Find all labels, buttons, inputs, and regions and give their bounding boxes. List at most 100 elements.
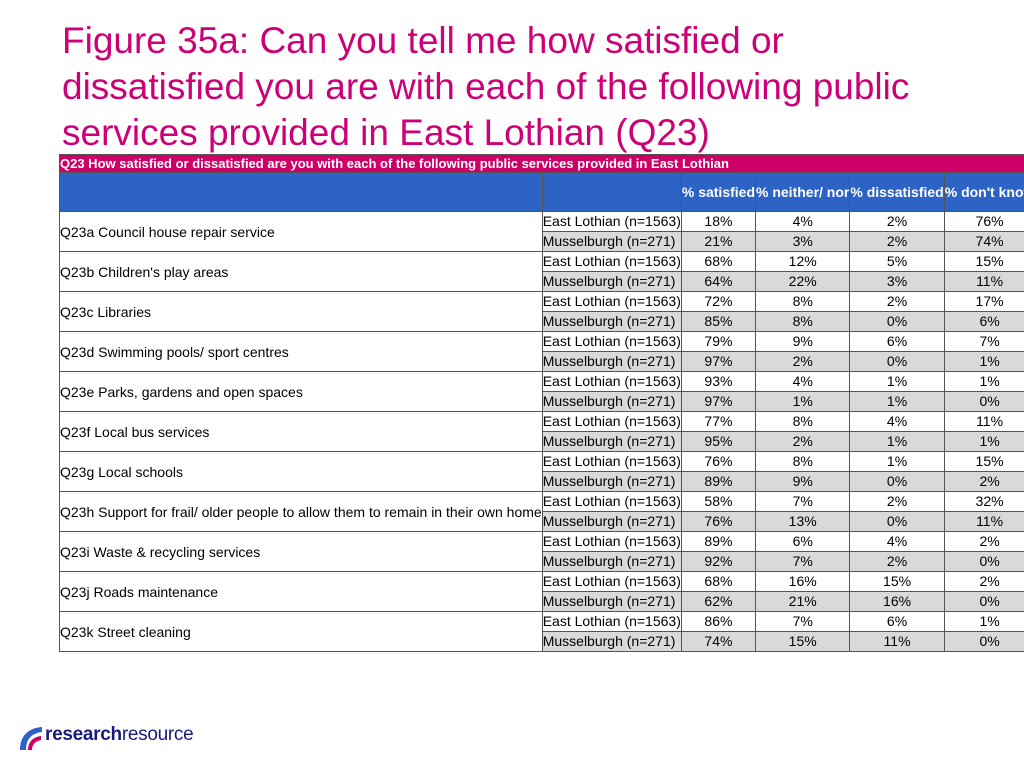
header-neither-nor: % neither/ nor — [754, 172, 851, 212]
question-label: Q23b Children's play areas — [59, 251, 543, 292]
cell-dont-know: 15% — [943, 451, 1024, 472]
cell-neither-nor: 21% — [754, 591, 851, 612]
logo-text-regular: resource — [121, 724, 194, 745]
cell-neither-nor: 8% — [754, 451, 851, 472]
cell-dissatisfied: 2% — [849, 491, 945, 512]
table-row: Musselburgh (n=271) 64% 22% 3% 11% — [60, 271, 1024, 292]
cell-satisfied: 58% — [680, 491, 757, 512]
area-label: Musselburgh (n=271) — [541, 391, 682, 412]
cell-dissatisfied: 0% — [849, 471, 945, 492]
cell-satisfied: 86% — [680, 611, 757, 632]
cell-dissatisfied: 15% — [849, 571, 945, 592]
cell-neither-nor: 12% — [754, 251, 851, 272]
cell-dissatisfied: 0% — [849, 351, 945, 372]
cell-dont-know: 11% — [943, 511, 1024, 532]
question-label: Q23d Swimming pools/ sport centres — [59, 331, 543, 372]
table-row: Musselburgh (n=271) 21% 3% 2% 74% — [60, 231, 1024, 252]
cell-satisfied: 21% — [680, 231, 757, 252]
table-row: Q23k Street cleaning East Lothian (n=1563… — [59, 611, 1024, 652]
table-row: Musselburgh (n=271) 97% 2% 0% 1% — [60, 351, 1024, 372]
area-label: Musselburgh (n=271) — [541, 591, 682, 612]
cell-neither-nor: 6% — [754, 531, 851, 552]
cell-dont-know: 1% — [943, 351, 1024, 372]
cell-dont-know: 74% — [943, 231, 1024, 252]
cell-satisfied: 68% — [680, 251, 757, 272]
header-dissatisfied: % dissatisfied — [849, 172, 945, 212]
header-satisfied: % satisfied — [680, 172, 757, 212]
cell-dont-know: 2% — [943, 571, 1024, 592]
table-row: Q23e Parks, gardens and open spaces East … — [59, 371, 1024, 412]
cell-neither-nor: 9% — [754, 331, 851, 352]
cell-dont-know: 32% — [943, 491, 1024, 512]
area-label: Musselburgh (n=271) — [541, 271, 682, 292]
table-row: Q23f Local bus services East Lothian (n=1… — [59, 411, 1024, 452]
logo-text: researchresource — [45, 724, 194, 746]
page-title: Figure 35a: Can you tell me how satisfie… — [62, 20, 910, 153]
cell-dissatisfied: 6% — [849, 331, 945, 352]
question-label: Q23j Roads maintenance — [59, 571, 543, 612]
cell-dont-know: 7% — [943, 331, 1024, 352]
cell-dissatisfied: 4% — [849, 411, 945, 432]
cell-satisfied: 89% — [680, 531, 757, 552]
cell-dissatisfied: 16% — [849, 591, 945, 612]
table-row: Musselburgh (n=271) 97% 1% 1% 0% — [60, 391, 1024, 412]
table-row: Q23d Swimming pools/ sport centres East L… — [59, 331, 1024, 372]
table-row: Musselburgh (n=271) 76% 13% 0% 11% — [60, 511, 1024, 532]
area-label: Musselburgh (n=271) — [541, 231, 682, 252]
question-label: Q23g Local schools — [59, 451, 543, 492]
cell-dont-know: 0% — [943, 591, 1024, 612]
cell-satisfied: 97% — [680, 391, 757, 412]
area-label: East Lothian (n=1563) — [541, 371, 682, 392]
header-dont-know: % don't know — [943, 172, 1024, 212]
cell-dissatisfied: 3% — [849, 271, 945, 292]
header-question — [59, 172, 543, 212]
cell-dissatisfied: 1% — [849, 371, 945, 392]
cell-dont-know: 6% — [943, 311, 1024, 332]
cell-neither-nor: 22% — [754, 271, 851, 292]
question-label: Q23e Parks, gardens and open spaces — [59, 371, 543, 412]
cell-dont-know: 17% — [943, 291, 1024, 312]
table-body: Q23a Council house repair service East Lo… — [59, 211, 1024, 652]
area-label: Musselburgh (n=271) — [541, 311, 682, 332]
cell-satisfied: 95% — [680, 431, 757, 452]
area-label: East Lothian (n=1563) — [541, 411, 682, 432]
cell-dissatisfied: 2% — [849, 211, 945, 232]
cell-satisfied: 76% — [680, 451, 757, 472]
question-label: Q23k Street cleaning — [59, 611, 543, 652]
cell-dissatisfied: 11% — [849, 631, 945, 652]
area-label: Musselburgh (n=271) — [541, 471, 682, 492]
question-label: Q23i Waste & recycling services — [59, 531, 543, 572]
logo-text-bold: research — [45, 724, 122, 745]
cell-neither-nor: 7% — [754, 551, 851, 572]
table-row: Musselburgh (n=271) 95% 2% 1% 1% — [60, 431, 1024, 452]
cell-dissatisfied: 2% — [849, 231, 945, 252]
survey-table: Q23 How satisfied or dissatisfied are yo… — [58, 154, 1024, 652]
cell-dont-know: 1% — [943, 611, 1024, 632]
cell-satisfied: 79% — [680, 331, 757, 352]
area-label: Musselburgh (n=271) — [541, 511, 682, 532]
table-row: Musselburgh (n=271) 62% 21% 16% 0% — [60, 591, 1024, 612]
cell-satisfied: 76% — [680, 511, 757, 532]
cell-neither-nor: 3% — [754, 231, 851, 252]
cell-neither-nor: 16% — [754, 571, 851, 592]
cell-neither-nor: 8% — [754, 291, 851, 312]
table-row: Q23c Libraries East Lothian (n=1563) 72% 8%… — [59, 291, 1024, 332]
table-row: Q23b Children's play areas East Lothian (… — [59, 251, 1024, 292]
cell-neither-nor: 1% — [754, 391, 851, 412]
cell-dissatisfied: 1% — [849, 391, 945, 412]
area-label: East Lothian (n=1563) — [541, 331, 682, 352]
table-row: Musselburgh (n=271) 85% 8% 0% 6% — [60, 311, 1024, 332]
area-label: Musselburgh (n=271) — [541, 351, 682, 372]
table-header-row: % satisfied % neither/ nor % dissatisfie… — [59, 172, 1024, 212]
table-row: Musselburgh (n=271) 74% 15% 11% 0% — [60, 631, 1024, 652]
cell-satisfied: 85% — [680, 311, 757, 332]
area-label: East Lothian (n=1563) — [541, 291, 682, 312]
cell-dont-know: 1% — [943, 431, 1024, 452]
cell-satisfied: 74% — [680, 631, 757, 652]
cell-dissatisfied: 2% — [849, 291, 945, 312]
research-resource-logo: researchresource — [16, 720, 216, 754]
cell-satisfied: 93% — [680, 371, 757, 392]
area-label: East Lothian (n=1563) — [541, 211, 682, 232]
area-label: Musselburgh (n=271) — [541, 631, 682, 652]
area-label: East Lothian (n=1563) — [541, 611, 682, 632]
